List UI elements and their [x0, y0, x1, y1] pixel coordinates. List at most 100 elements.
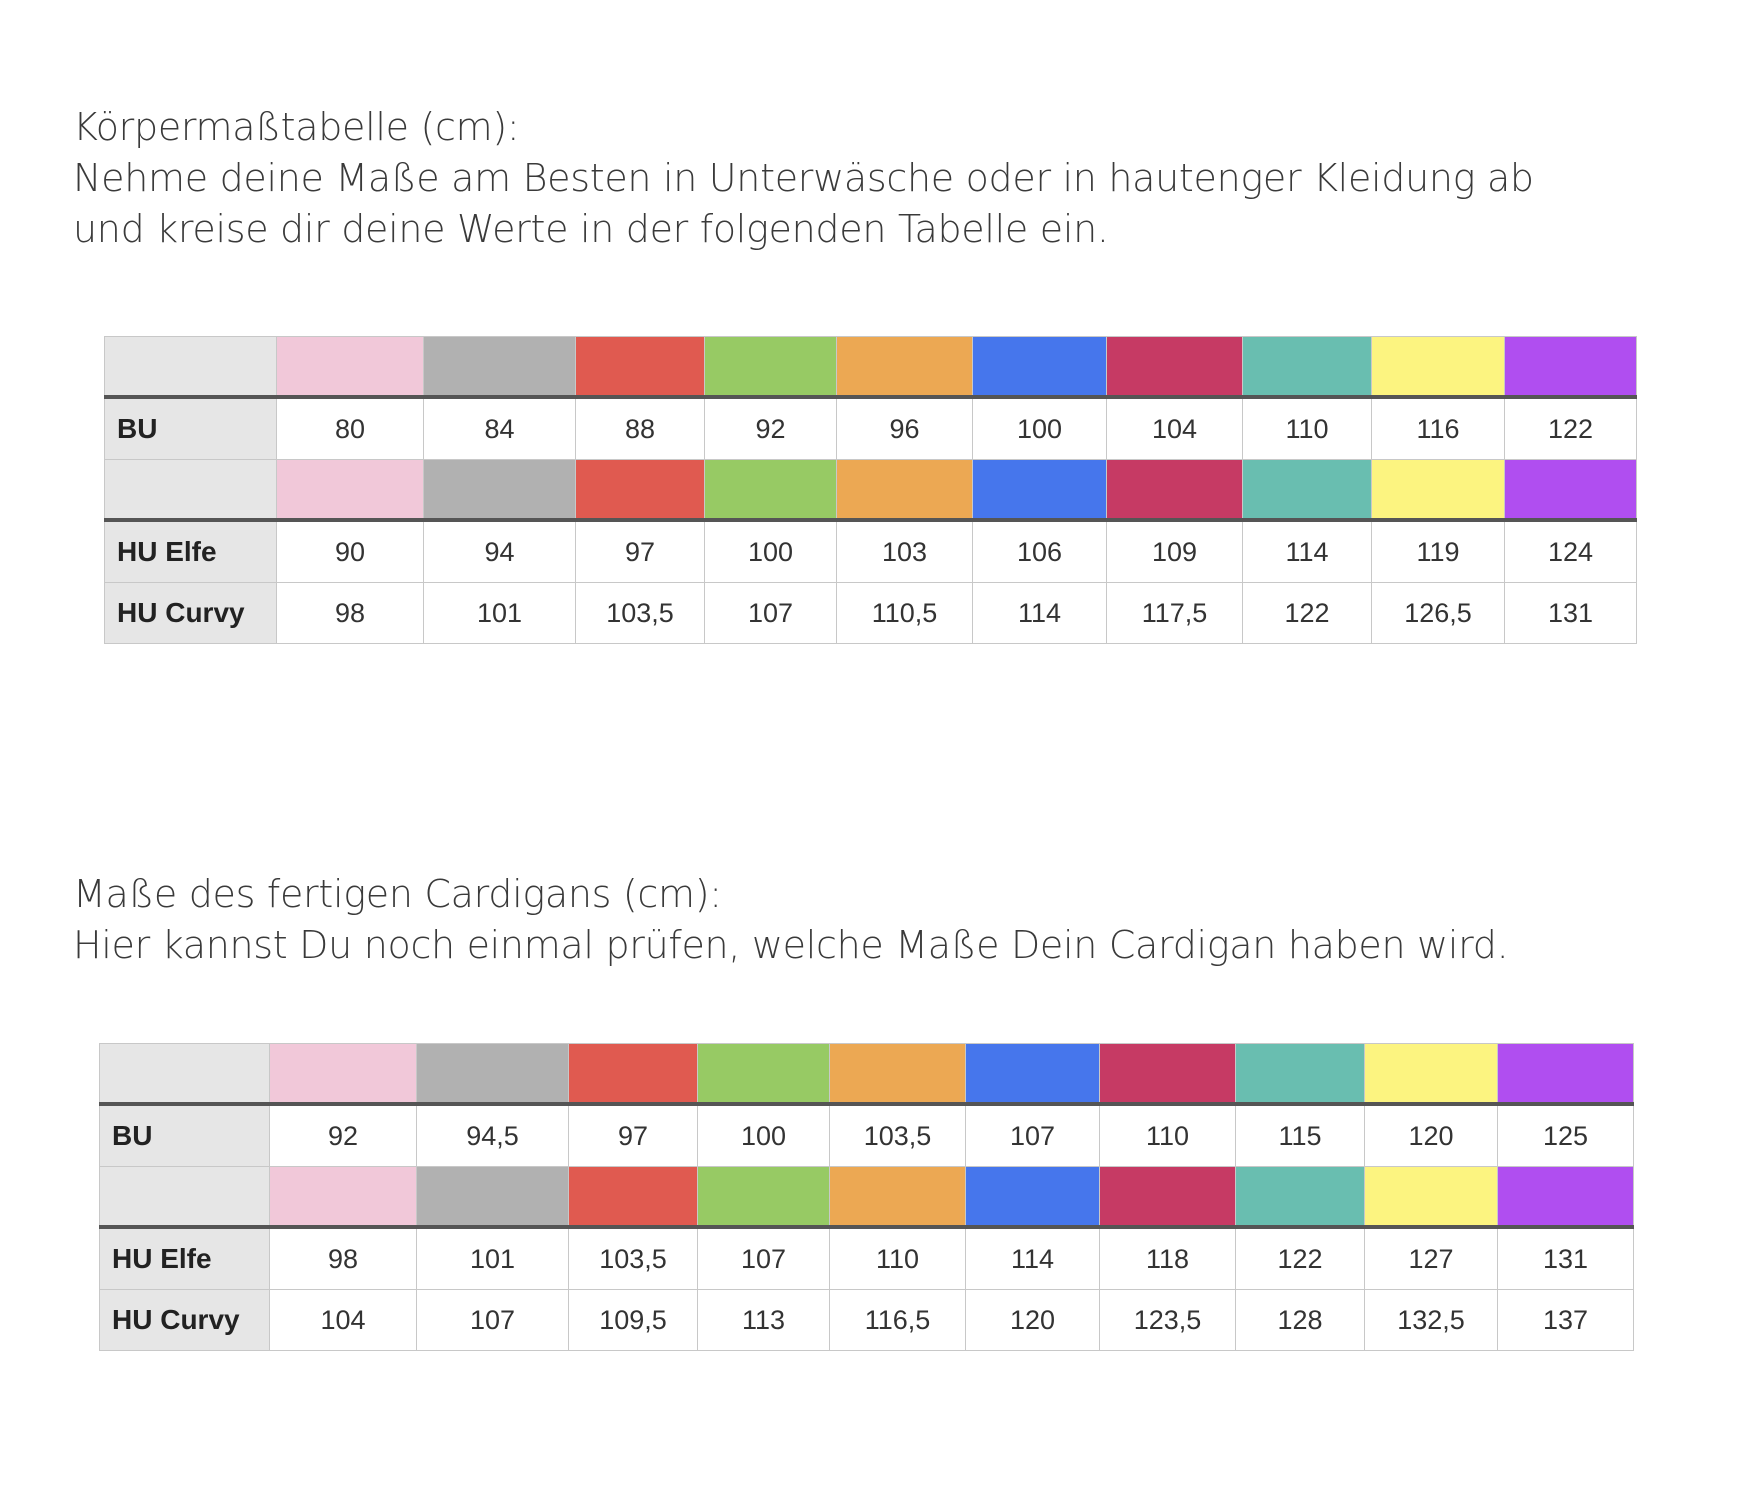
table-row-hu-elfe: HU Elfe 98 101 103,5 107 110 114 118 122… [99, 1226, 1634, 1290]
size-color-swatch [965, 1043, 1100, 1106]
cardigan-measurements-intro: Maße des fertigen Cardigans (cm): Hier k… [73, 869, 1509, 971]
size-color-swatch [568, 1166, 698, 1229]
table-cell: 103 [836, 519, 973, 583]
size-color-swatch [829, 1043, 966, 1106]
table-cell: 94,5 [416, 1103, 569, 1167]
empty-label-cell [104, 459, 277, 522]
table-cell: 107 [416, 1289, 569, 1351]
row-label-hu-curvy: HU Curvy [99, 1289, 270, 1351]
table-cell: 97 [568, 1103, 698, 1167]
size-color-swatch [416, 1166, 569, 1229]
size-color-swatch [1364, 1043, 1498, 1106]
size-color-swatch [1371, 459, 1505, 522]
size-color-swatch [829, 1166, 966, 1229]
table-cell: 120 [1364, 1103, 1498, 1167]
row-label-hu-elfe: HU Elfe [99, 1226, 270, 1290]
intro-text-line: Nehme deine Maße am Besten in Unterwäsch… [73, 156, 1534, 200]
empty-label-cell [99, 1043, 270, 1106]
table-row-hu-elfe: HU Elfe 90 94 97 100 103 106 109 114 119… [104, 519, 1637, 583]
empty-label-cell [104, 336, 277, 399]
table-cell: 117,5 [1106, 582, 1243, 644]
size-color-row [104, 459, 1637, 522]
size-color-swatch [568, 1043, 698, 1106]
table-row-hu-curvy: HU Curvy 104 107 109,5 113 116,5 120 123… [99, 1289, 1634, 1351]
table-cell: 131 [1497, 1226, 1634, 1290]
intro-text-line: und kreise dir deine Werte in der folgen… [73, 207, 1109, 251]
table-cell: 110 [829, 1226, 966, 1290]
table-cell: 107 [965, 1103, 1100, 1167]
table-cell: 120 [965, 1289, 1100, 1351]
size-color-swatch [704, 336, 837, 399]
table-row-bu: BU 80 84 88 92 96 100 104 110 116 122 [104, 396, 1637, 460]
table-cell: 122 [1242, 582, 1372, 644]
table-cell: 110 [1242, 396, 1372, 460]
table-cell: 123,5 [1099, 1289, 1236, 1351]
table-cell: 104 [1106, 396, 1243, 460]
table-cell: 132,5 [1364, 1289, 1498, 1351]
size-color-swatch [1099, 1166, 1236, 1229]
table-cell: 115 [1235, 1103, 1365, 1167]
size-color-row [104, 336, 1637, 399]
size-color-swatch [704, 459, 837, 522]
table-cell: 114 [965, 1226, 1100, 1290]
table-cell: 92 [269, 1103, 417, 1167]
size-color-row [99, 1043, 1634, 1106]
size-color-swatch [276, 459, 424, 522]
table-cell: 107 [704, 582, 837, 644]
size-color-swatch [965, 1166, 1100, 1229]
table-cell: 94 [423, 519, 576, 583]
table-cell: 100 [972, 396, 1107, 460]
table-cell: 109 [1106, 519, 1243, 583]
table-cell: 88 [575, 396, 705, 460]
row-label-hu-elfe: HU Elfe [104, 519, 277, 583]
table-cell: 114 [972, 582, 1107, 644]
body-measurements-table: BU 80 84 88 92 96 100 104 110 116 122 [104, 336, 1637, 644]
table-cell: 101 [423, 582, 576, 644]
size-color-swatch [423, 336, 576, 399]
table-cell: 92 [704, 396, 837, 460]
table-cell: 103,5 [568, 1226, 698, 1290]
table-cell: 101 [416, 1226, 569, 1290]
size-color-swatch [1497, 1043, 1634, 1106]
size-color-swatch [575, 336, 705, 399]
table-cell: 100 [704, 519, 837, 583]
size-color-swatch [972, 336, 1107, 399]
size-color-swatch [1235, 1043, 1365, 1106]
table-cell: 116,5 [829, 1289, 966, 1351]
size-color-swatch [276, 336, 424, 399]
size-color-swatch [1504, 459, 1637, 522]
size-color-swatch [416, 1043, 569, 1106]
table-cell: 107 [697, 1226, 830, 1290]
size-color-swatch [697, 1166, 830, 1229]
size-color-swatch [1504, 336, 1637, 399]
size-color-swatch [269, 1043, 417, 1106]
table-cell: 98 [276, 582, 424, 644]
size-color-swatch [269, 1166, 417, 1229]
row-label-bu: BU [104, 396, 277, 460]
table-cell: 109,5 [568, 1289, 698, 1351]
size-color-swatch [1235, 1166, 1365, 1229]
table-cell: 126,5 [1371, 582, 1505, 644]
table-cell: 122 [1235, 1226, 1365, 1290]
cardigan-measurements-heading: Maße des fertigen Cardigans (cm): [73, 872, 722, 916]
table-cell: 131 [1504, 582, 1637, 644]
table-cell: 80 [276, 396, 424, 460]
table-cell: 116 [1371, 396, 1505, 460]
body-measurements-heading: Körpermaßtabelle (cm): [73, 105, 520, 149]
size-color-swatch [697, 1043, 830, 1106]
table-cell: 124 [1504, 519, 1637, 583]
size-color-swatch [972, 459, 1107, 522]
table-cell: 97 [575, 519, 705, 583]
size-color-swatch [1371, 336, 1505, 399]
size-color-swatch [1242, 336, 1372, 399]
size-color-swatch [1106, 459, 1243, 522]
table-cell: 90 [276, 519, 424, 583]
size-color-swatch [575, 459, 705, 522]
table-cell: 137 [1497, 1289, 1634, 1351]
size-color-swatch [423, 459, 576, 522]
row-label-bu: BU [99, 1103, 270, 1167]
table-cell: 113 [697, 1289, 830, 1351]
table-cell: 122 [1504, 396, 1637, 460]
table-cell: 103,5 [575, 582, 705, 644]
table-cell: 96 [836, 396, 973, 460]
